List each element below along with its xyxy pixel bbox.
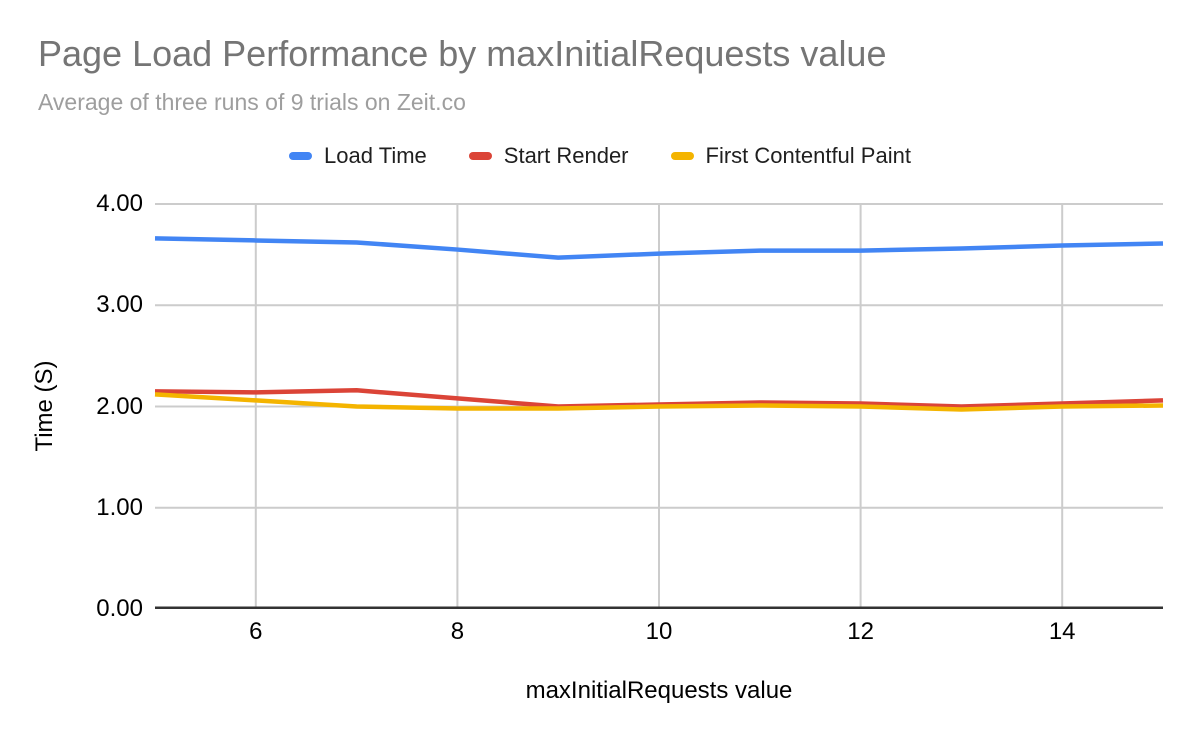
chart-title: Page Load Performance by maxInitialReque… xyxy=(38,33,887,74)
legend-item-start-render: Start Render xyxy=(468,143,629,169)
y-tick-label: 2.00 xyxy=(96,392,143,420)
x-tick-label: 14 xyxy=(1048,618,1076,645)
chart-subtitle: Average of three runs of 9 trials on Zei… xyxy=(38,89,466,115)
x-axis-title: maxInitialRequests value xyxy=(525,677,793,704)
x-tick-label: 8 xyxy=(450,618,465,645)
legend-item-first-contentful-paint: First Contentful Paint xyxy=(670,143,911,169)
y-tick-label: 0.00 xyxy=(96,595,143,622)
legend-label: Start Render xyxy=(503,143,629,168)
series-line-first-contentful-paint xyxy=(154,392,1164,412)
legend-label: Load Time xyxy=(324,143,427,168)
y-tick-label: 3.00 xyxy=(96,291,143,319)
legend-swatch-icon xyxy=(468,152,492,160)
y-tick-label: 1.00 xyxy=(96,493,143,521)
legend-swatch-icon xyxy=(289,152,313,160)
x-tick-label: 6 xyxy=(249,618,263,645)
legend: Load Time Start Render First Contentful Pa… xyxy=(0,141,1200,171)
legend-label: First Contentful Paint xyxy=(705,143,911,168)
y-tick-label: 4.00 xyxy=(96,190,143,217)
plot-area xyxy=(154,203,1164,609)
plot-svg xyxy=(154,203,1164,609)
legend-swatch-icon xyxy=(670,152,694,160)
x-tick-label: 10 xyxy=(645,618,673,645)
x-tick-label: 12 xyxy=(847,618,874,645)
legend-item-load-time: Load Time xyxy=(289,143,427,169)
y-axis-title: Time (S) xyxy=(31,360,58,452)
series-line-load-time xyxy=(154,236,1164,260)
